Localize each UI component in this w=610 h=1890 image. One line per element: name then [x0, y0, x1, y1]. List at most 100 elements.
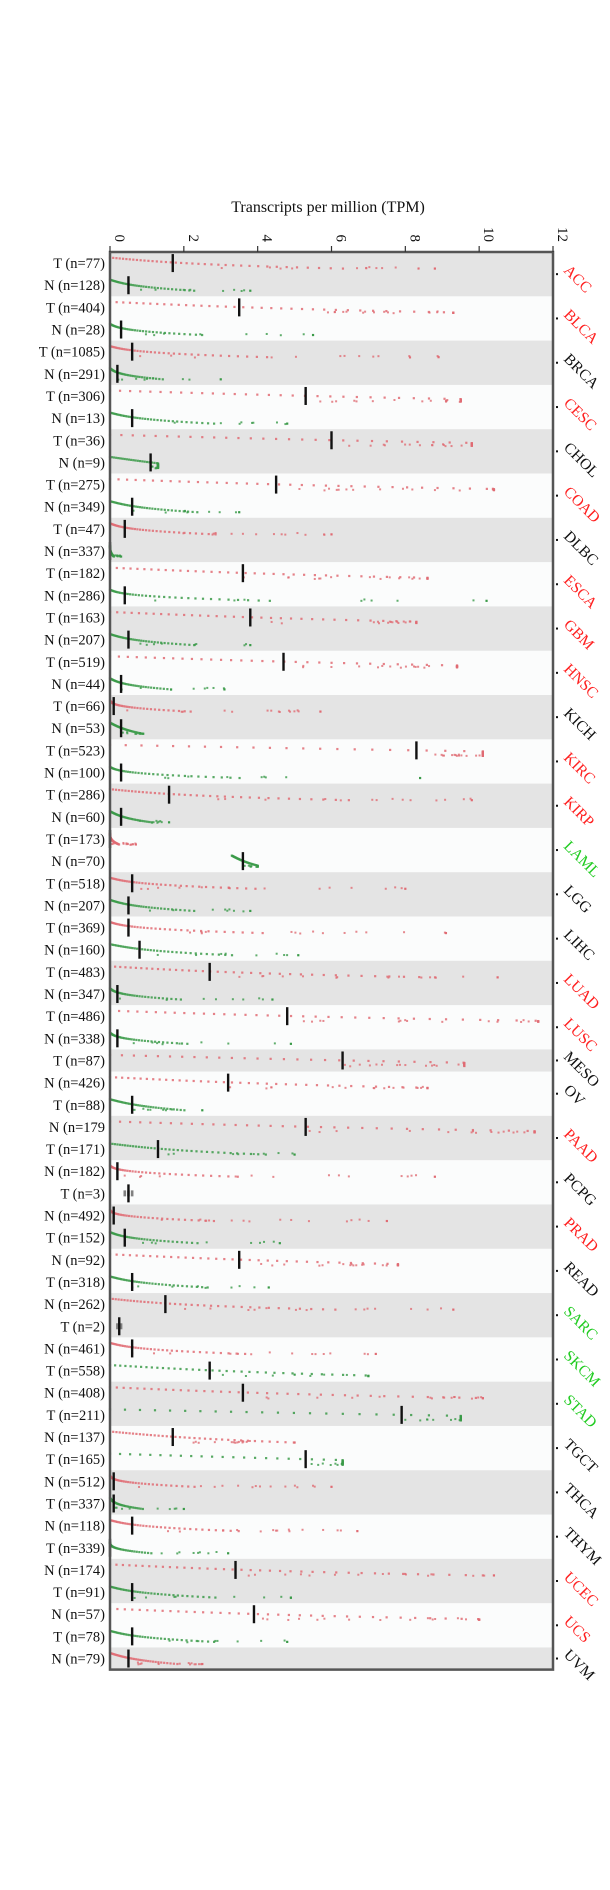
cancer-label-lihc: LIHC	[560, 926, 598, 964]
data-point	[152, 773, 155, 776]
max-point	[492, 1574, 496, 1577]
row-36	[108, 1051, 466, 1070]
data-point	[318, 887, 321, 890]
data-point	[120, 1632, 123, 1635]
data-point	[153, 351, 157, 354]
data-point	[133, 1596, 136, 1599]
row-label: N (n=338)	[44, 1031, 105, 1047]
data-point	[228, 354, 231, 358]
row-42	[123, 1184, 134, 1203]
row-label: T (n=523)	[46, 743, 105, 759]
data-point	[383, 1395, 386, 1398]
data-point	[307, 1220, 310, 1223]
data-point	[218, 571, 221, 574]
data-point	[136, 329, 139, 332]
data-point	[263, 1596, 266, 1599]
data-point	[114, 554, 117, 557]
data-point	[156, 465, 159, 468]
data-point	[330, 661, 333, 664]
data-point	[302, 664, 305, 667]
data-point	[417, 665, 420, 668]
data-point	[153, 1147, 156, 1150]
data-point	[421, 1085, 424, 1088]
data-point	[364, 310, 367, 313]
data-point	[167, 1530, 170, 1533]
data-point	[126, 1505, 130, 1508]
data-point	[138, 1635, 142, 1638]
data-point	[245, 643, 248, 646]
data-point	[137, 594, 140, 597]
data-point	[177, 709, 181, 713]
data-point	[296, 1486, 299, 1489]
data-point	[172, 1594, 175, 1597]
data-point	[167, 950, 170, 953]
data-point	[183, 613, 186, 617]
data-point	[267, 393, 270, 397]
data-point	[252, 421, 255, 424]
data-point	[458, 489, 461, 492]
data-point	[160, 1147, 163, 1151]
data-point	[412, 1017, 416, 1020]
data-point	[209, 794, 212, 798]
data-point	[205, 1351, 208, 1354]
data-point	[378, 622, 381, 625]
data-point	[308, 1129, 311, 1132]
data-point	[119, 992, 122, 995]
data-point	[168, 530, 171, 534]
data-point	[133, 1103, 136, 1106]
data-point	[361, 1263, 364, 1266]
data-point	[228, 1612, 231, 1615]
data-point	[452, 487, 455, 490]
data-point	[358, 1218, 361, 1221]
data-point	[128, 1564, 131, 1567]
data-point	[314, 438, 317, 441]
data-point	[178, 1527, 181, 1530]
data-point	[162, 687, 165, 690]
data-point	[118, 1521, 122, 1524]
data-point	[176, 1108, 179, 1111]
data-point	[111, 788, 115, 791]
data-point	[201, 970, 204, 973]
data-point	[216, 1639, 219, 1642]
data-point	[385, 309, 388, 313]
data-point	[300, 617, 303, 620]
data-point	[166, 1662, 169, 1665]
x-tick-label: 0	[111, 235, 127, 243]
data-point	[187, 775, 190, 778]
data-point	[195, 1285, 198, 1288]
data-point	[236, 746, 239, 749]
data-point	[336, 1463, 339, 1466]
data-point	[144, 685, 147, 689]
data-point	[231, 998, 234, 1001]
cancer-label-read: READ	[560, 1259, 602, 1301]
data-point	[129, 1657, 132, 1660]
data-point	[137, 1663, 140, 1666]
data-point	[164, 1526, 167, 1529]
data-point	[161, 1348, 164, 1352]
data-point	[358, 1615, 361, 1618]
max-point	[341, 1463, 344, 1466]
data-point	[123, 636, 126, 640]
data-point	[159, 1121, 162, 1125]
data-point	[178, 1079, 181, 1082]
data-point	[241, 931, 244, 934]
data-point	[128, 1549, 132, 1552]
data-point	[156, 286, 159, 290]
data-point	[347, 1126, 350, 1129]
data-point	[237, 1484, 240, 1487]
data-point	[116, 554, 119, 557]
data-point	[147, 996, 150, 999]
data-point	[211, 1151, 214, 1154]
data-point	[151, 1282, 154, 1285]
data-point	[121, 378, 124, 381]
data-point	[144, 417, 147, 420]
data-point	[372, 311, 375, 314]
data-point	[179, 951, 183, 954]
data-point	[144, 1054, 147, 1057]
data-point	[232, 1370, 236, 1373]
row-label: T (n=91)	[53, 1585, 105, 1601]
data-point	[310, 1462, 313, 1465]
data-point	[159, 530, 162, 533]
data-point	[145, 967, 148, 970]
data-point	[157, 1661, 160, 1664]
